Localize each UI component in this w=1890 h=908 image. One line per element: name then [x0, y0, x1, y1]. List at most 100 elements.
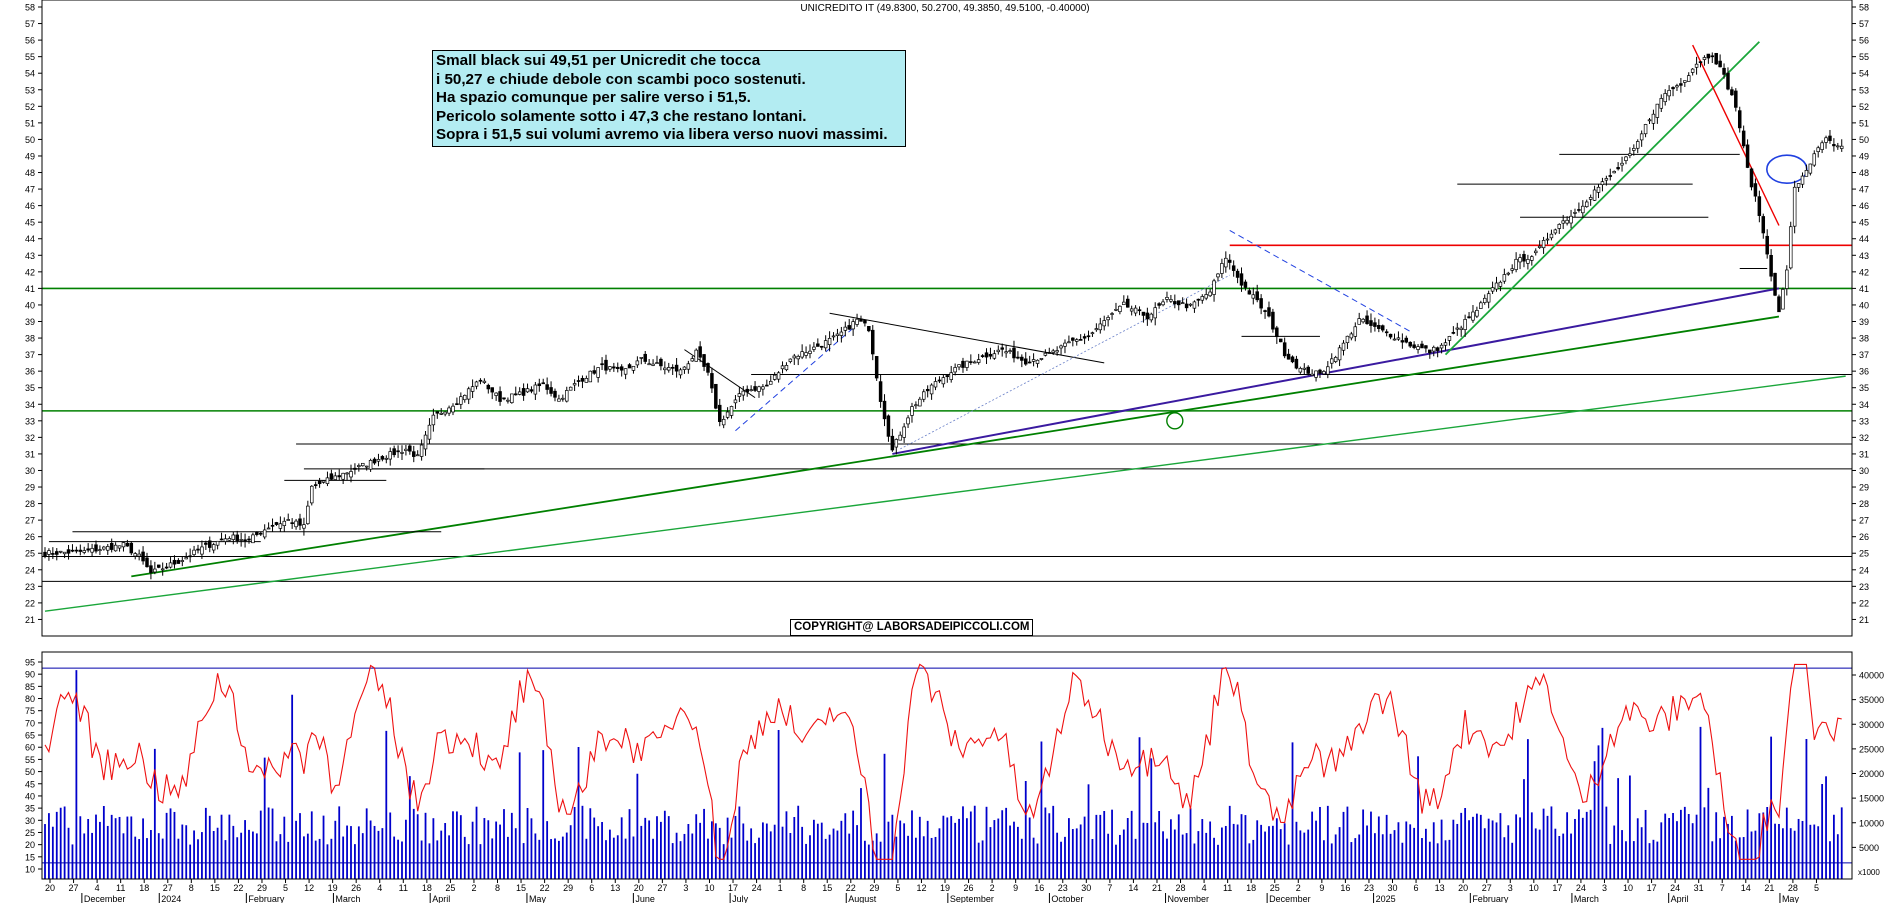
day-label: 17 — [1552, 883, 1562, 893]
price-tick-label: 45 — [25, 218, 35, 228]
candle-body — [384, 457, 389, 460]
candle-body — [510, 393, 514, 404]
osc-tick-label: 40 — [25, 791, 35, 801]
candle-body — [1298, 368, 1303, 373]
month-label: February — [248, 894, 285, 903]
candle-body — [404, 448, 408, 451]
price-tick-label: 38 — [1859, 334, 1869, 344]
candle-body — [1581, 205, 1585, 214]
candle-body — [1510, 268, 1514, 271]
candle-body — [1706, 53, 1711, 59]
candle-body — [1294, 358, 1299, 369]
candle-body — [113, 544, 118, 552]
candle-body — [910, 406, 914, 416]
candle-body — [1392, 338, 1397, 341]
candle-body — [655, 362, 659, 364]
candle-body — [1455, 327, 1460, 330]
candle-body — [686, 363, 691, 370]
candle-body — [1486, 293, 1491, 303]
candle-body — [576, 380, 581, 382]
candle-body — [427, 424, 432, 440]
price-tick-label: 27 — [1859, 516, 1869, 526]
candle-body — [718, 404, 722, 422]
price-panel-frame — [41, 0, 1853, 637]
candle-body — [984, 352, 989, 358]
day-label: 17 — [1647, 883, 1657, 893]
price-tick-label: 25 — [1859, 549, 1869, 559]
candle-body — [925, 388, 930, 392]
candle-body — [1310, 373, 1314, 376]
candle-body — [431, 414, 436, 426]
candle-body — [647, 363, 651, 366]
annotation-line: Pericolo solamente sotto i 47,3 che rest… — [436, 107, 807, 125]
price-tick-label: 27 — [25, 516, 35, 526]
candle-body — [749, 389, 753, 392]
candle-body — [160, 568, 165, 571]
price-tick-label: 33 — [25, 416, 35, 426]
day-label: 26 — [964, 883, 974, 893]
candle-body — [200, 546, 204, 555]
candle-body — [361, 462, 365, 467]
month-label: June — [635, 894, 655, 903]
day-label: 28 — [1176, 883, 1186, 893]
candle-body — [259, 532, 263, 535]
candle-body — [1023, 358, 1028, 365]
candle-body — [1655, 103, 1660, 118]
candle-body — [557, 398, 561, 402]
day-label: 21 — [1152, 883, 1162, 893]
candle-body — [878, 381, 883, 402]
price-tick-label: 34 — [25, 400, 35, 410]
candle-body — [1518, 257, 1522, 263]
candle-body — [827, 338, 832, 345]
candle-body — [1431, 346, 1436, 352]
day-label: 4 — [95, 883, 100, 893]
candle-body — [1498, 281, 1503, 287]
candle-body — [208, 540, 212, 548]
candle-body — [1577, 209, 1581, 211]
day-label: 16 — [1034, 883, 1044, 893]
price-tick-label: 40 — [1859, 300, 1869, 310]
month-label: October — [1051, 894, 1083, 903]
candle-body — [1471, 311, 1475, 321]
osc-tick-label: 55 — [25, 755, 35, 765]
oscillator-line — [44, 663, 1842, 860]
day-label: 17 — [728, 883, 738, 893]
candle-body — [251, 534, 255, 544]
candle-body — [1000, 347, 1004, 350]
candle-body — [58, 550, 63, 553]
day-label: 5 — [895, 883, 900, 893]
candle-body — [1341, 342, 1346, 351]
price-tick-label: 54 — [1859, 69, 1869, 79]
day-label: 30 — [1387, 883, 1397, 893]
price-tick-label: 22 — [1859, 598, 1869, 608]
candle-body — [1133, 307, 1138, 314]
candle-body — [145, 557, 149, 568]
candle-body — [1180, 302, 1185, 305]
candle-body — [1753, 183, 1758, 197]
candle-body — [1443, 342, 1448, 346]
candle-body — [74, 549, 79, 552]
annotation-line: Ha spazio comunque per salire verso i 51… — [436, 89, 751, 107]
candle-body — [1071, 337, 1075, 341]
volume-tick-label: 35000 — [1859, 695, 1884, 705]
candle-body — [1396, 337, 1401, 340]
candle-body — [1275, 327, 1279, 338]
candle-body — [1785, 269, 1789, 289]
day-label: 27 — [1482, 883, 1492, 893]
candle-body — [286, 519, 290, 521]
price-tick-label: 49 — [25, 151, 35, 161]
candle-body — [937, 379, 942, 382]
candle-body — [380, 456, 385, 460]
candle-body — [1184, 303, 1189, 309]
annotation-line: Sopra i 51,5 sui volumi avremo via liber… — [436, 126, 888, 144]
candle-body — [1153, 307, 1157, 319]
candle-body — [961, 360, 965, 368]
candle-body — [674, 364, 679, 372]
candle-body — [1796, 183, 1801, 188]
day-label: 8 — [801, 883, 806, 893]
candle-body — [1345, 335, 1350, 344]
candle-body — [1074, 339, 1079, 342]
candle-body — [1671, 87, 1675, 90]
candle-body — [1188, 303, 1193, 306]
osc-tick-label: 35 — [25, 804, 35, 814]
